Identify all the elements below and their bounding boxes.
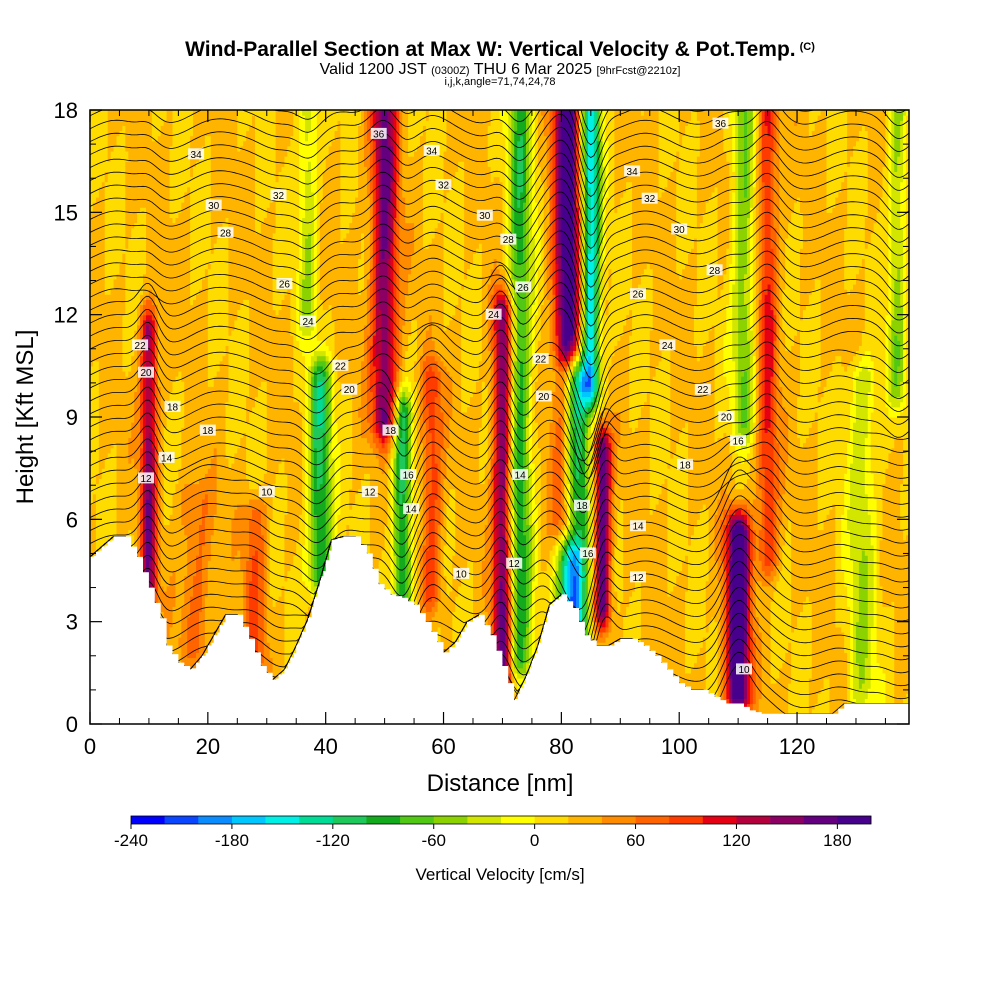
cross-section-plot: 363634 343432323230303028282826 2626242424… [0,0,1000,1000]
